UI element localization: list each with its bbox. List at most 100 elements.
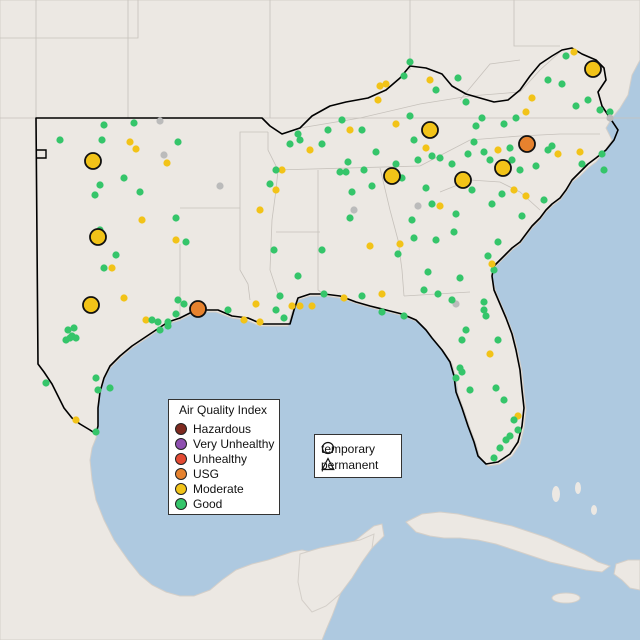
monitor-marker[interactable] [106, 384, 114, 392]
monitor-marker[interactable] [518, 212, 526, 220]
temporary-monitor-marker[interactable] [189, 300, 207, 318]
monitor-marker[interactable] [448, 160, 456, 168]
monitor-marker[interactable] [490, 454, 498, 462]
monitor-marker[interactable] [482, 312, 490, 320]
monitor-marker[interactable] [422, 184, 430, 192]
monitor-marker[interactable] [70, 324, 78, 332]
monitor-marker[interactable] [296, 136, 304, 144]
monitor-marker[interactable] [338, 116, 346, 124]
monitor-marker[interactable] [400, 312, 408, 320]
monitor-marker[interactable] [406, 58, 414, 66]
monitor-marker[interactable] [494, 238, 502, 246]
monitor-marker[interactable] [112, 251, 120, 259]
monitor-marker[interactable] [514, 426, 522, 434]
monitor-marker[interactable] [224, 306, 232, 314]
monitor-marker[interactable] [414, 156, 422, 164]
monitor-marker[interactable] [600, 166, 608, 174]
monitor-marker[interactable] [406, 112, 414, 120]
monitor-marker[interactable] [506, 144, 514, 152]
monitor-marker[interactable] [410, 136, 418, 144]
monitor-marker[interactable] [164, 322, 172, 330]
monitor-marker[interactable] [462, 326, 470, 334]
monitor-marker[interactable] [414, 202, 422, 210]
monitor-marker[interactable] [596, 106, 604, 114]
monitor-marker[interactable] [456, 274, 464, 282]
monitor-marker[interactable] [100, 121, 108, 129]
monitor-marker[interactable] [428, 200, 436, 208]
monitor-marker[interactable] [432, 236, 440, 244]
monitor-marker[interactable] [378, 290, 386, 298]
monitor-marker[interactable] [532, 162, 540, 170]
monitor-marker[interactable] [458, 368, 466, 376]
monitor-marker[interactable] [484, 252, 492, 260]
monitor-marker[interactable] [400, 72, 408, 80]
monitor-marker[interactable] [548, 142, 556, 150]
monitor-marker[interactable] [91, 191, 99, 199]
monitor-marker[interactable] [174, 138, 182, 146]
monitor-marker[interactable] [570, 48, 578, 56]
monitor-marker[interactable] [478, 114, 486, 122]
monitor-marker[interactable] [294, 272, 302, 280]
monitor-marker[interactable] [554, 150, 562, 158]
monitor-marker[interactable] [342, 168, 350, 176]
monitor-marker[interactable] [396, 240, 404, 248]
monitor-marker[interactable] [72, 334, 80, 342]
monitor-marker[interactable] [180, 300, 188, 308]
monitor-marker[interactable] [392, 120, 400, 128]
monitor-marker[interactable] [540, 196, 548, 204]
monitor-marker[interactable] [486, 350, 494, 358]
temporary-monitor-marker[interactable] [518, 135, 536, 153]
monitor-marker[interactable] [428, 152, 436, 160]
monitor-marker[interactable] [584, 96, 592, 104]
monitor-marker[interactable] [378, 308, 386, 316]
monitor-marker[interactable] [492, 384, 500, 392]
monitor-marker[interactable] [452, 374, 460, 382]
monitor-marker[interactable] [606, 108, 614, 116]
monitor-marker[interactable] [448, 296, 456, 304]
monitor-marker[interactable] [270, 246, 278, 254]
temporary-monitor-marker[interactable] [454, 171, 472, 189]
monitor-marker[interactable] [522, 192, 530, 200]
monitor-marker[interactable] [466, 386, 474, 394]
monitor-marker[interactable] [308, 302, 316, 310]
monitor-marker[interactable] [480, 298, 488, 306]
monitor-marker[interactable] [252, 300, 260, 308]
monitor-marker[interactable] [350, 206, 358, 214]
monitor-marker[interactable] [572, 102, 580, 110]
monitor-marker[interactable] [510, 416, 518, 424]
monitor-marker[interactable] [156, 326, 164, 334]
monitor-marker[interactable] [410, 234, 418, 242]
monitor-marker[interactable] [452, 210, 460, 218]
monitor-marker[interactable] [494, 146, 502, 154]
monitor-marker[interactable] [468, 186, 476, 194]
monitor-marker[interactable] [486, 156, 494, 164]
monitor-marker[interactable] [216, 182, 224, 190]
monitor-marker[interactable] [522, 108, 530, 116]
monitor-marker[interactable] [424, 268, 432, 276]
monitor-marker[interactable] [172, 236, 180, 244]
monitor-marker[interactable] [92, 374, 100, 382]
monitor-marker[interactable] [172, 214, 180, 222]
monitor-marker[interactable] [288, 302, 296, 310]
monitor-marker[interactable] [500, 120, 508, 128]
monitor-marker[interactable] [470, 138, 478, 146]
monitor-marker[interactable] [394, 250, 402, 258]
monitor-marker[interactable] [120, 174, 128, 182]
monitor-marker[interactable] [272, 166, 280, 174]
monitor-marker[interactable] [174, 296, 182, 304]
monitor-marker[interactable] [488, 260, 496, 268]
monitor-marker[interactable] [240, 316, 248, 324]
monitor-marker[interactable] [340, 294, 348, 302]
monitor-marker[interactable] [510, 186, 518, 194]
monitor-marker[interactable] [163, 159, 171, 167]
monitor-marker[interactable] [558, 80, 566, 88]
monitor-marker[interactable] [296, 302, 304, 310]
monitor-marker[interactable] [266, 180, 274, 188]
monitor-marker[interactable] [160, 151, 168, 159]
monitor-marker[interactable] [500, 396, 508, 404]
monitor-marker[interactable] [148, 316, 156, 324]
monitor-marker[interactable] [488, 200, 496, 208]
monitor-marker[interactable] [92, 428, 100, 436]
monitor-marker[interactable] [346, 126, 354, 134]
